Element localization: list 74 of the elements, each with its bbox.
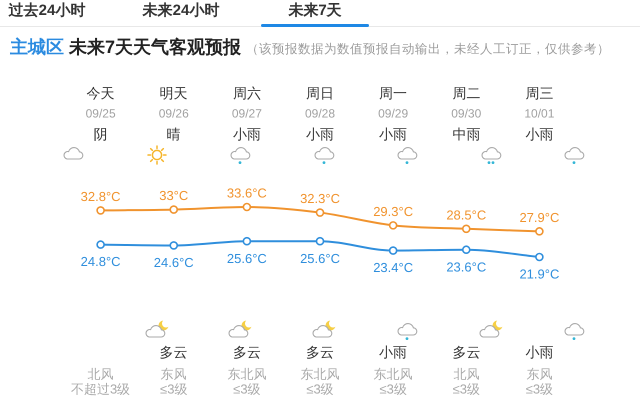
data-label: 32.3°C: [300, 191, 340, 206]
x2-tick-label: 09/26: [158, 106, 190, 121]
point: [316, 208, 324, 217]
point: [316, 236, 324, 246]
x-tick-label: 周三: [525, 85, 554, 102]
x-tick-label: 周六: [232, 85, 261, 102]
x-tick-label: 今天: [86, 85, 115, 102]
text: 小雨: [232, 126, 261, 142]
point: [535, 252, 544, 262]
text: 小雨: [379, 126, 408, 142]
text: 中雨: [452, 126, 480, 142]
point: [388, 221, 398, 230]
x-tick-label: 明天: [160, 85, 188, 102]
point: [535, 227, 544, 236]
text: 东风: [526, 366, 552, 382]
text: 不超过3级: [70, 382, 130, 397]
text: ≤3级: [452, 382, 480, 397]
data-label: 33°C: [159, 188, 188, 204]
x2-tick-label: 09/30: [451, 106, 482, 121]
point: [462, 224, 471, 234]
x-tick-label: 周二: [452, 85, 480, 102]
x-tick-label: 周日: [306, 85, 334, 102]
data-label: 32.8°C: [80, 188, 121, 204]
text: 多云: [160, 344, 188, 360]
x2-tick-label: 09/27: [232, 106, 262, 121]
text: 小雨: [525, 344, 554, 360]
text: 东风: [160, 366, 187, 382]
data-label: 33.6°C: [226, 186, 267, 201]
data-label: 23.6°C: [446, 259, 486, 274]
text: 多云: [452, 344, 480, 360]
data-label: 25.6°C: [226, 250, 267, 266]
point: [169, 241, 178, 250]
text: 小雨: [379, 344, 408, 360]
text: 多云: [232, 344, 261, 360]
data-label: 25.6°C: [300, 250, 340, 266]
x-tick-label: 周一: [379, 85, 408, 102]
x2-tick-label: 09/28: [304, 106, 336, 121]
text: ≤3级: [160, 382, 188, 397]
point: [242, 202, 252, 212]
point: [96, 240, 105, 249]
x2-tick-label: 10/01: [524, 106, 555, 121]
data-label: 21.9°C: [519, 266, 560, 282]
data-label: 24.8°C: [80, 254, 121, 270]
point: [96, 206, 105, 215]
point: [462, 245, 471, 254]
text: ≤3级: [306, 382, 334, 397]
text: 过去24小时: [8, 1, 86, 21]
chart-title: 主城区 未来7天天气客观预报: [10, 37, 242, 57]
text: 未来24小时: [141, 1, 220, 21]
text: 小雨: [306, 126, 334, 142]
text: ≤3级: [233, 382, 261, 397]
text: 东北风: [300, 366, 340, 382]
point: [388, 246, 398, 255]
x2-tick-label: 09/25: [86, 106, 116, 121]
data-label: 27.9°C: [519, 210, 560, 225]
point: [169, 205, 178, 214]
text: 北风: [453, 366, 480, 382]
text: 北风: [88, 366, 114, 382]
text: ≤3级: [526, 382, 554, 397]
text: ≤3级: [379, 382, 407, 397]
text: 多云: [306, 344, 334, 360]
point: [242, 236, 252, 246]
text: 小雨: [525, 126, 554, 142]
text: 晴: [166, 126, 181, 142]
text: 东北风: [227, 366, 266, 382]
data-label: 29.3°C: [373, 204, 414, 219]
text: 东北风: [374, 366, 413, 382]
text: 阴: [94, 126, 108, 142]
data-label: 24.6°C: [154, 255, 194, 270]
data-label: 28.5°C: [446, 207, 486, 222]
chart-subtitle: （该预报数据为数值预报自动输出，未经人工订正，仅供参考）: [246, 42, 610, 56]
data-label: 23.4°C: [373, 260, 414, 276]
text: 未来7天: [287, 1, 343, 21]
x2-tick-label: 09/29: [378, 106, 408, 121]
